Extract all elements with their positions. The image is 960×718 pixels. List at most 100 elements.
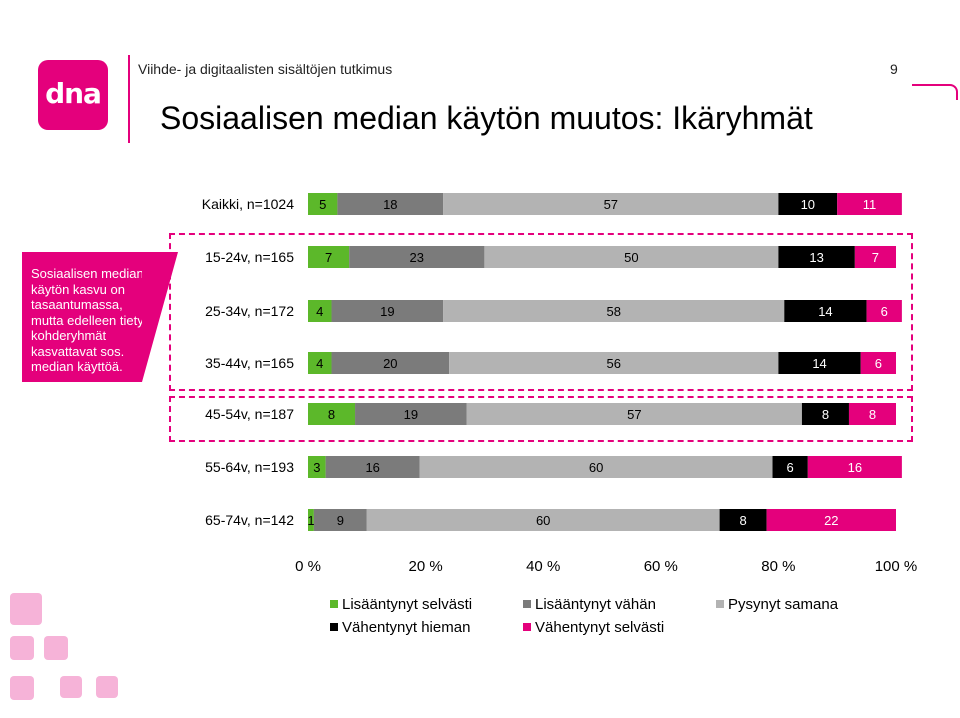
bar-segment bbox=[366, 509, 720, 531]
x-tick-label: 0 % bbox=[295, 558, 321, 575]
dna-logo: dna bbox=[38, 60, 108, 130]
category-label: 65-74v, n=142 bbox=[205, 512, 294, 528]
callout-arrow bbox=[142, 252, 178, 382]
legend-item: Lisääntynyt selvästi bbox=[330, 596, 472, 613]
data-label: 57 bbox=[627, 407, 641, 422]
deco-square-3 bbox=[44, 636, 68, 660]
bar-segment bbox=[443, 300, 785, 322]
bar-segment bbox=[349, 246, 485, 268]
data-label: 8 bbox=[328, 407, 335, 422]
legend-swatch bbox=[523, 623, 531, 631]
bar-segment bbox=[308, 300, 332, 322]
x-tick-label: 40 % bbox=[526, 558, 560, 575]
bar-segment bbox=[308, 403, 356, 425]
data-label: 8 bbox=[740, 513, 747, 528]
callout-box: Sosiaalisen median käytön kasvu on tasaa… bbox=[22, 252, 147, 382]
bar-segment bbox=[443, 193, 779, 215]
bar-segment bbox=[337, 193, 444, 215]
bar-segment bbox=[449, 352, 779, 374]
bar-segment bbox=[778, 193, 838, 215]
legend-swatch bbox=[330, 600, 338, 608]
data-label: 5 bbox=[319, 197, 326, 212]
bar-segment bbox=[313, 509, 367, 531]
bar-segment bbox=[807, 456, 902, 478]
bar-segment bbox=[308, 193, 338, 215]
data-label: 6 bbox=[875, 356, 882, 371]
bar-segment bbox=[784, 300, 867, 322]
data-label: 11 bbox=[863, 197, 877, 212]
legend-item: Lisääntynyt vähän bbox=[523, 596, 656, 613]
data-label: 16 bbox=[365, 460, 379, 475]
deco-square-1 bbox=[10, 593, 42, 625]
deco-square-5 bbox=[60, 676, 82, 698]
legend-label: Lisääntynyt vähän bbox=[535, 596, 656, 613]
legend-label: Vähentynyt selvästi bbox=[535, 619, 665, 636]
data-label: 19 bbox=[404, 407, 418, 422]
deco-square-6 bbox=[96, 676, 118, 698]
data-label: 6 bbox=[881, 304, 888, 319]
data-label: 50 bbox=[624, 250, 638, 265]
data-label: 10 bbox=[801, 197, 815, 212]
data-label: 8 bbox=[822, 407, 829, 422]
deco-square-2 bbox=[10, 636, 34, 660]
data-label: 58 bbox=[607, 304, 621, 319]
data-label: 16 bbox=[848, 460, 862, 475]
data-label: 13 bbox=[809, 250, 823, 265]
bar-segment bbox=[325, 456, 420, 478]
data-label: 19 bbox=[380, 304, 394, 319]
bar-segment bbox=[778, 246, 855, 268]
category-label: Kaikki, n=1024 bbox=[202, 196, 294, 212]
bar-segment bbox=[355, 403, 467, 425]
x-tick-label: 80 % bbox=[761, 558, 795, 575]
legend-label: Pysynyt samana bbox=[728, 596, 839, 613]
bar-segment bbox=[308, 246, 350, 268]
bar-segment bbox=[801, 403, 849, 425]
data-label: 60 bbox=[589, 460, 603, 475]
data-label: 22 bbox=[824, 513, 838, 528]
x-tick-label: 100 % bbox=[875, 558, 918, 575]
bar-segment bbox=[778, 352, 861, 374]
bar-segment bbox=[308, 509, 314, 531]
data-label: 7 bbox=[325, 250, 332, 265]
bar-segment bbox=[854, 246, 896, 268]
bar-segment bbox=[719, 509, 767, 531]
category-label: 45-54v, n=187 bbox=[205, 406, 294, 422]
data-label: 3 bbox=[313, 460, 320, 475]
legend-swatch bbox=[523, 600, 531, 608]
legend-item: Vähentynyt selvästi bbox=[523, 619, 664, 636]
header-divider bbox=[128, 55, 130, 143]
report-subtitle: Viihde- ja digitaalisten sisältöjen tutk… bbox=[138, 61, 393, 77]
highlight-box-young bbox=[169, 233, 913, 391]
data-label: 14 bbox=[818, 304, 832, 319]
bar-segment bbox=[772, 456, 808, 478]
x-tick-label: 60 % bbox=[644, 558, 678, 575]
data-label: 9 bbox=[337, 513, 344, 528]
data-label: 18 bbox=[383, 197, 397, 212]
logo-text: dna bbox=[45, 77, 102, 110]
data-label: 57 bbox=[604, 197, 618, 212]
bar-segment bbox=[466, 403, 802, 425]
data-label: 20 bbox=[383, 356, 397, 371]
legend-item: Vähentynyt hieman bbox=[330, 619, 470, 636]
category-label: 25-34v, n=172 bbox=[205, 303, 294, 319]
page-number: 9 bbox=[890, 61, 898, 77]
highlight-box-45-54 bbox=[169, 396, 913, 442]
data-label: 56 bbox=[607, 356, 621, 371]
callout-text: Sosiaalisen median käytön kasvu on tasaa… bbox=[31, 266, 148, 374]
page-title: Sosiaalisen median käytön muutos: Ikäryh… bbox=[160, 100, 813, 136]
bar-segment bbox=[848, 403, 896, 425]
data-label: 4 bbox=[316, 304, 323, 319]
category-label: 35-44v, n=165 bbox=[205, 355, 294, 371]
bar-segment bbox=[860, 352, 896, 374]
bar-segment bbox=[766, 509, 896, 531]
data-label: 6 bbox=[787, 460, 794, 475]
bar-segment bbox=[837, 193, 902, 215]
legend-item: Pysynyt samana bbox=[716, 596, 838, 613]
bar-segment bbox=[331, 300, 444, 322]
data-label: 7 bbox=[872, 250, 879, 265]
x-tick-label: 20 % bbox=[408, 558, 442, 575]
bar-segment bbox=[484, 246, 779, 268]
legend-label: Vähentynyt hieman bbox=[342, 619, 471, 636]
bar-segment bbox=[419, 456, 773, 478]
